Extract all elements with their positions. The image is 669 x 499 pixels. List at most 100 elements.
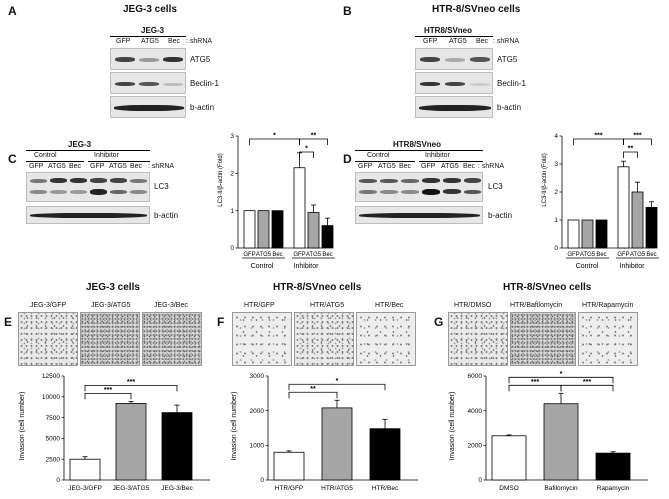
cell-line-label: JEG-3 — [68, 140, 92, 149]
bar — [321, 225, 334, 249]
significance-label: *** — [104, 387, 112, 394]
blot-band — [70, 190, 87, 194]
micrograph — [510, 312, 576, 366]
x-tick-label: Bec — [272, 252, 282, 258]
blot-band — [50, 178, 67, 183]
image-label: HTR/DMSO — [454, 302, 492, 309]
significance-label: * — [273, 133, 276, 140]
y-tick-label: 2500 — [46, 456, 61, 463]
image-label: HTR/Bafilomycin — [510, 302, 563, 309]
significance-bracket — [508, 384, 562, 392]
blot-row-label: ATG5 — [190, 55, 211, 64]
bar-chart-d: LC3-II/β-actin (Fold) Control Inhibitor … — [542, 133, 659, 270]
x-tick-label: GFP — [617, 252, 629, 258]
y-tick-label: 3000 — [250, 373, 265, 380]
blot-band — [359, 190, 377, 194]
western-blot-actin — [110, 96, 186, 118]
lane-label: Bec — [399, 163, 412, 170]
significance-label: *** — [633, 133, 641, 140]
bar — [115, 403, 147, 481]
blot-band — [401, 190, 419, 194]
y-tick-label: 2000 — [468, 443, 483, 450]
lane-label: Bec — [476, 38, 489, 45]
panel-label-b: B — [343, 4, 352, 18]
x-tick-label: JEG-3/ATG5 — [113, 485, 150, 492]
x-tick-label: ATG5 — [306, 252, 322, 258]
bar — [631, 191, 644, 249]
bracket-line — [355, 161, 415, 162]
significance-bracket — [84, 384, 178, 392]
blot-band — [464, 190, 481, 194]
micrograph — [18, 312, 78, 366]
blot-band — [30, 190, 47, 194]
shrna-label: : shRNA — [148, 163, 175, 170]
micrograph — [232, 312, 292, 366]
significance-label: *** — [531, 379, 539, 386]
y-axis-label: Invasion (cell number) — [231, 392, 238, 461]
x-tick-label: HTR/GFP — [275, 485, 304, 492]
bar — [273, 451, 305, 481]
lane-label: ATG5 — [441, 163, 459, 170]
bar — [307, 212, 320, 249]
group-label: Control — [367, 152, 390, 159]
panel-title-b: HTR-8/SVneo cells — [432, 4, 521, 15]
panel-label-e: E — [4, 315, 13, 329]
blot-band — [380, 179, 398, 183]
x-tick-label: Rapamycin — [597, 485, 630, 492]
panel-label-a: A — [8, 4, 17, 18]
blot-band — [401, 179, 419, 183]
significance-label: *** — [594, 133, 602, 140]
y-tick-label: 10000 — [42, 394, 60, 401]
lane-label: GFP — [29, 163, 44, 170]
blot-band — [130, 179, 147, 183]
micrograph — [448, 312, 508, 366]
blot-row-label: b-actin — [497, 103, 522, 112]
lane-label: ATG5 — [449, 38, 467, 45]
lane-label: Bec — [130, 163, 143, 170]
western-blot-actin — [415, 96, 493, 118]
cell-line-label: JEG-3 — [141, 26, 165, 35]
significance-bracket — [288, 391, 338, 399]
y-axis-label: LC3-II/β-actin (Fold) — [218, 153, 224, 206]
image-label: HTR/Bec — [375, 302, 404, 309]
bracket-line — [110, 36, 186, 37]
lane-label: ATG5 — [109, 163, 127, 170]
blot-band — [443, 189, 461, 194]
lane-label: GFP — [116, 38, 131, 45]
western-blot-actin — [26, 206, 150, 224]
bar-chart-g: Invasion (cell number) 0 2000 4000 6000 DMSO… — [449, 371, 648, 492]
western-blot-lc3 — [26, 172, 150, 202]
shrna-label: : shRNA — [478, 163, 505, 170]
blot-row-label: b-actin — [488, 211, 513, 220]
group-label: Inhibitor — [620, 263, 646, 270]
bracket-line — [88, 161, 150, 162]
significance-label: *** — [127, 379, 135, 386]
significance-bracket — [84, 392, 132, 400]
y-tick-label: 0 — [478, 477, 482, 484]
western-blot-lc3 — [355, 172, 483, 202]
image-label: HTR/Rapamycin — [582, 302, 634, 309]
blot-band — [114, 105, 184, 111]
blot-band — [90, 178, 107, 183]
significance-label: ** — [628, 146, 634, 153]
micrograph — [80, 312, 140, 366]
panel-label-c: C — [8, 152, 17, 166]
lane-label: GFP — [421, 163, 436, 170]
blot-band — [420, 57, 440, 62]
y-axis-label: LC3-II/β-actin (Fold) — [542, 153, 548, 206]
panel-label-f: F — [217, 315, 225, 329]
blot-band — [470, 57, 490, 62]
bar — [567, 219, 580, 249]
blot-band — [464, 178, 481, 183]
lane-label: GFP — [423, 38, 438, 45]
blot-band — [139, 58, 159, 62]
blot-row-label: b-actin — [154, 211, 179, 220]
bar — [645, 207, 658, 249]
blot-row-label: Beclin-1 — [190, 79, 219, 88]
y-axis-label: Invasion (cell number) — [19, 392, 26, 461]
y-tick-label: 0 — [260, 477, 264, 484]
image-label: HTR/GFP — [244, 302, 275, 309]
y-tick-label: 12500 — [42, 373, 60, 380]
group-label: Inhibitor — [294, 263, 320, 270]
bar — [491, 435, 527, 481]
